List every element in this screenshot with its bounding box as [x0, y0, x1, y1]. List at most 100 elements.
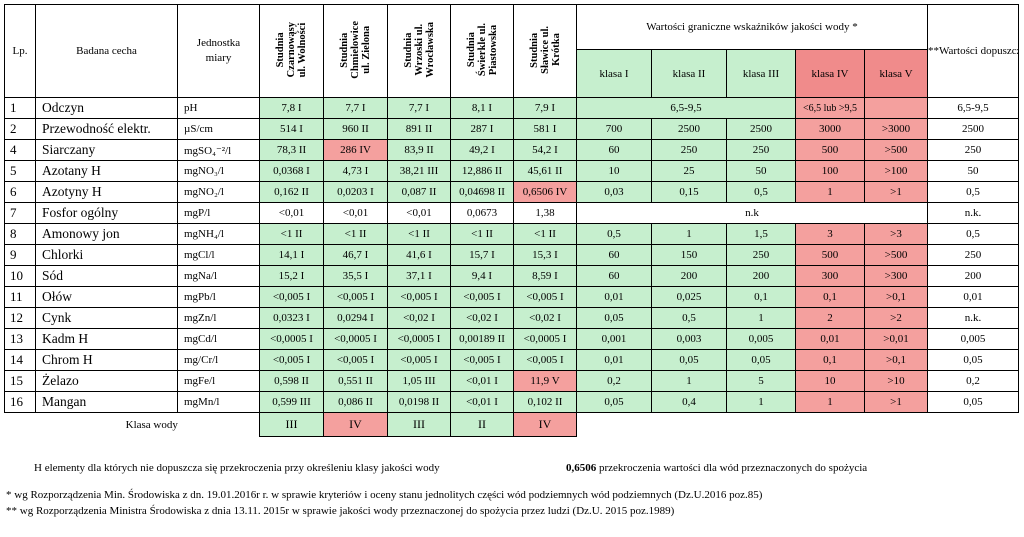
station-5-value: 11,9 V: [513, 370, 577, 392]
station-4-value: 9,4 I: [450, 265, 514, 287]
row-lp: 12: [4, 307, 36, 329]
station-5-value: <1 II: [513, 223, 577, 245]
header-jednostka: Jednostka miary: [177, 4, 260, 98]
legend-exceed-value: 0,6506: [566, 462, 597, 474]
table-body: 1 Odczyn pH 7,8 I 7,7 I 7,7 I 8,1 I 7,9 I 6,5-9,…: [4, 97, 1019, 437]
klasa-wody-station-5: IV: [513, 412, 577, 437]
limit-class-1: 0,2: [576, 370, 652, 392]
klasa-wody-station-4: II: [450, 412, 514, 437]
limit-class-5: >500: [864, 244, 928, 266]
row-dopuszczalne: 50: [927, 160, 1019, 182]
row-lp: 11: [4, 286, 36, 308]
limit-class-3: 1,5: [726, 223, 796, 245]
row-cecha: Azotany H: [35, 160, 178, 182]
station-1-value: 14,1 I: [259, 244, 324, 266]
limit-class-1: 60: [576, 139, 652, 161]
limit-class-1: 60: [576, 265, 652, 287]
footnote-2: ** wg Rozporządzenia Ministra Środowiska…: [6, 505, 675, 517]
limit-nk: n.k: [576, 202, 928, 224]
station-5-value: 15,3 I: [513, 244, 577, 266]
station-2-value: <0,01: [323, 202, 388, 224]
station-5-value: 7,9 I: [513, 97, 577, 119]
limit-class-4: 0,01: [795, 328, 865, 350]
header-klasa-4: klasa IV: [795, 49, 865, 98]
header-station-1: Studnia Czarnowąsy ul. Wolności: [259, 4, 324, 98]
limit-class-3: 200: [726, 265, 796, 287]
table-row: 11 Ołów mgPb/l <0,005 I <0,005 I <0,005 I <0,0…: [4, 286, 1019, 308]
station-5-value: 8,59 I: [513, 265, 577, 287]
header-klasa-1: klasa I: [576, 49, 652, 98]
limit-class-5: >10: [864, 370, 928, 392]
limit-class-2: 0,025: [651, 286, 727, 308]
row-lp: 8: [4, 223, 36, 245]
row-lp: 2: [4, 118, 36, 140]
row-dopuszczalne: 0,5: [927, 181, 1019, 203]
station-5-value: <0,0005 I: [513, 328, 577, 350]
legend-exceed-text: przekroczenia wartości dla wód przeznacz…: [596, 462, 868, 474]
station-1-value: <0,0005 I: [259, 328, 324, 350]
station-1-value: 0,162 II: [259, 181, 324, 203]
row-dopuszczalne: 0,005: [927, 328, 1019, 350]
limit-class-4: 0,1: [795, 286, 865, 308]
station-3-value: <1 II: [387, 223, 451, 245]
station-1-value: <1 II: [259, 223, 324, 245]
limit-class-2: 25: [651, 160, 727, 182]
station-4-value: 0,00189 II: [450, 328, 514, 350]
limit-class-4: 1: [795, 391, 865, 413]
limit-class-5: >100: [864, 160, 928, 182]
station-4-label: Studnia Świerkle ul. Piastowska: [465, 22, 499, 77]
station-5-value: 0,102 II: [513, 391, 577, 413]
row-lp: 4: [4, 139, 36, 161]
station-2-value: 0,0294 I: [323, 307, 388, 329]
limit-class-3: 50: [726, 160, 796, 182]
station-3-value: 41,6 I: [387, 244, 451, 266]
row-unit: mgSO₄⁻²/l: [177, 139, 260, 161]
header-dopuszczalne: **Wartości dopuszczalne dla wód przeznac…: [927, 4, 1019, 98]
row-dopuszczalne: 0,01: [927, 286, 1019, 308]
station-1-value: <0,01: [259, 202, 324, 224]
station-3-value: 38,21 III: [387, 160, 451, 182]
station-2-value: <0,0005 I: [323, 328, 388, 350]
row-unit: mgCl/l: [177, 244, 260, 266]
limit-class-5: >2: [864, 307, 928, 329]
limit-class-4: 3000: [795, 118, 865, 140]
row-unit: µS/cm: [177, 118, 260, 140]
station-1-value: 0,0323 I: [259, 307, 324, 329]
station-1-value: 0,598 II: [259, 370, 324, 392]
water-quality-table: Lp. Badana cecha Jednostka miary Studnia…: [4, 4, 1019, 437]
row-unit: mgCd/l: [177, 328, 260, 350]
row-cecha: Przewodność elektr.: [35, 118, 178, 140]
limit-class-5: [864, 97, 928, 119]
station-5-value: 54,2 I: [513, 139, 577, 161]
limit-class-3: 0,5: [726, 181, 796, 203]
header-station-3: Studnia Wrzoski ul. Wrocławska: [387, 4, 451, 98]
row-lp: 16: [4, 391, 36, 413]
limit-class-3: 5: [726, 370, 796, 392]
station-5-value: <0,005 I: [513, 349, 577, 371]
limit-class-2: 2500: [651, 118, 727, 140]
limit-class-2: 0,003: [651, 328, 727, 350]
station-2-value: 46,7 I: [323, 244, 388, 266]
limit-class-4: 3: [795, 223, 865, 245]
header-station-4: Studnia Świerkle ul. Piastowska: [450, 4, 514, 98]
limit-class-5: >0,1: [864, 286, 928, 308]
limit-class-5: >0,1: [864, 349, 928, 371]
row-cecha: Sód: [35, 265, 178, 287]
station-4-value: 15,7 I: [450, 244, 514, 266]
station-1-value: 15,2 I: [259, 265, 324, 287]
station-3-value: 1,05 III: [387, 370, 451, 392]
limit-class-4: <6,5 lub >9,5: [795, 97, 865, 119]
row-unit: mgNH₄/l: [177, 223, 260, 245]
row-lp: 13: [4, 328, 36, 350]
station-2-value: 286 IV: [323, 139, 388, 161]
station-4-value: <0,005 I: [450, 349, 514, 371]
row-unit: pH: [177, 97, 260, 119]
row-lp: 14: [4, 349, 36, 371]
limit-class-5: >500: [864, 139, 928, 161]
limit-class-3: 1: [726, 307, 796, 329]
station-5-value: 0,6506 IV: [513, 181, 577, 203]
